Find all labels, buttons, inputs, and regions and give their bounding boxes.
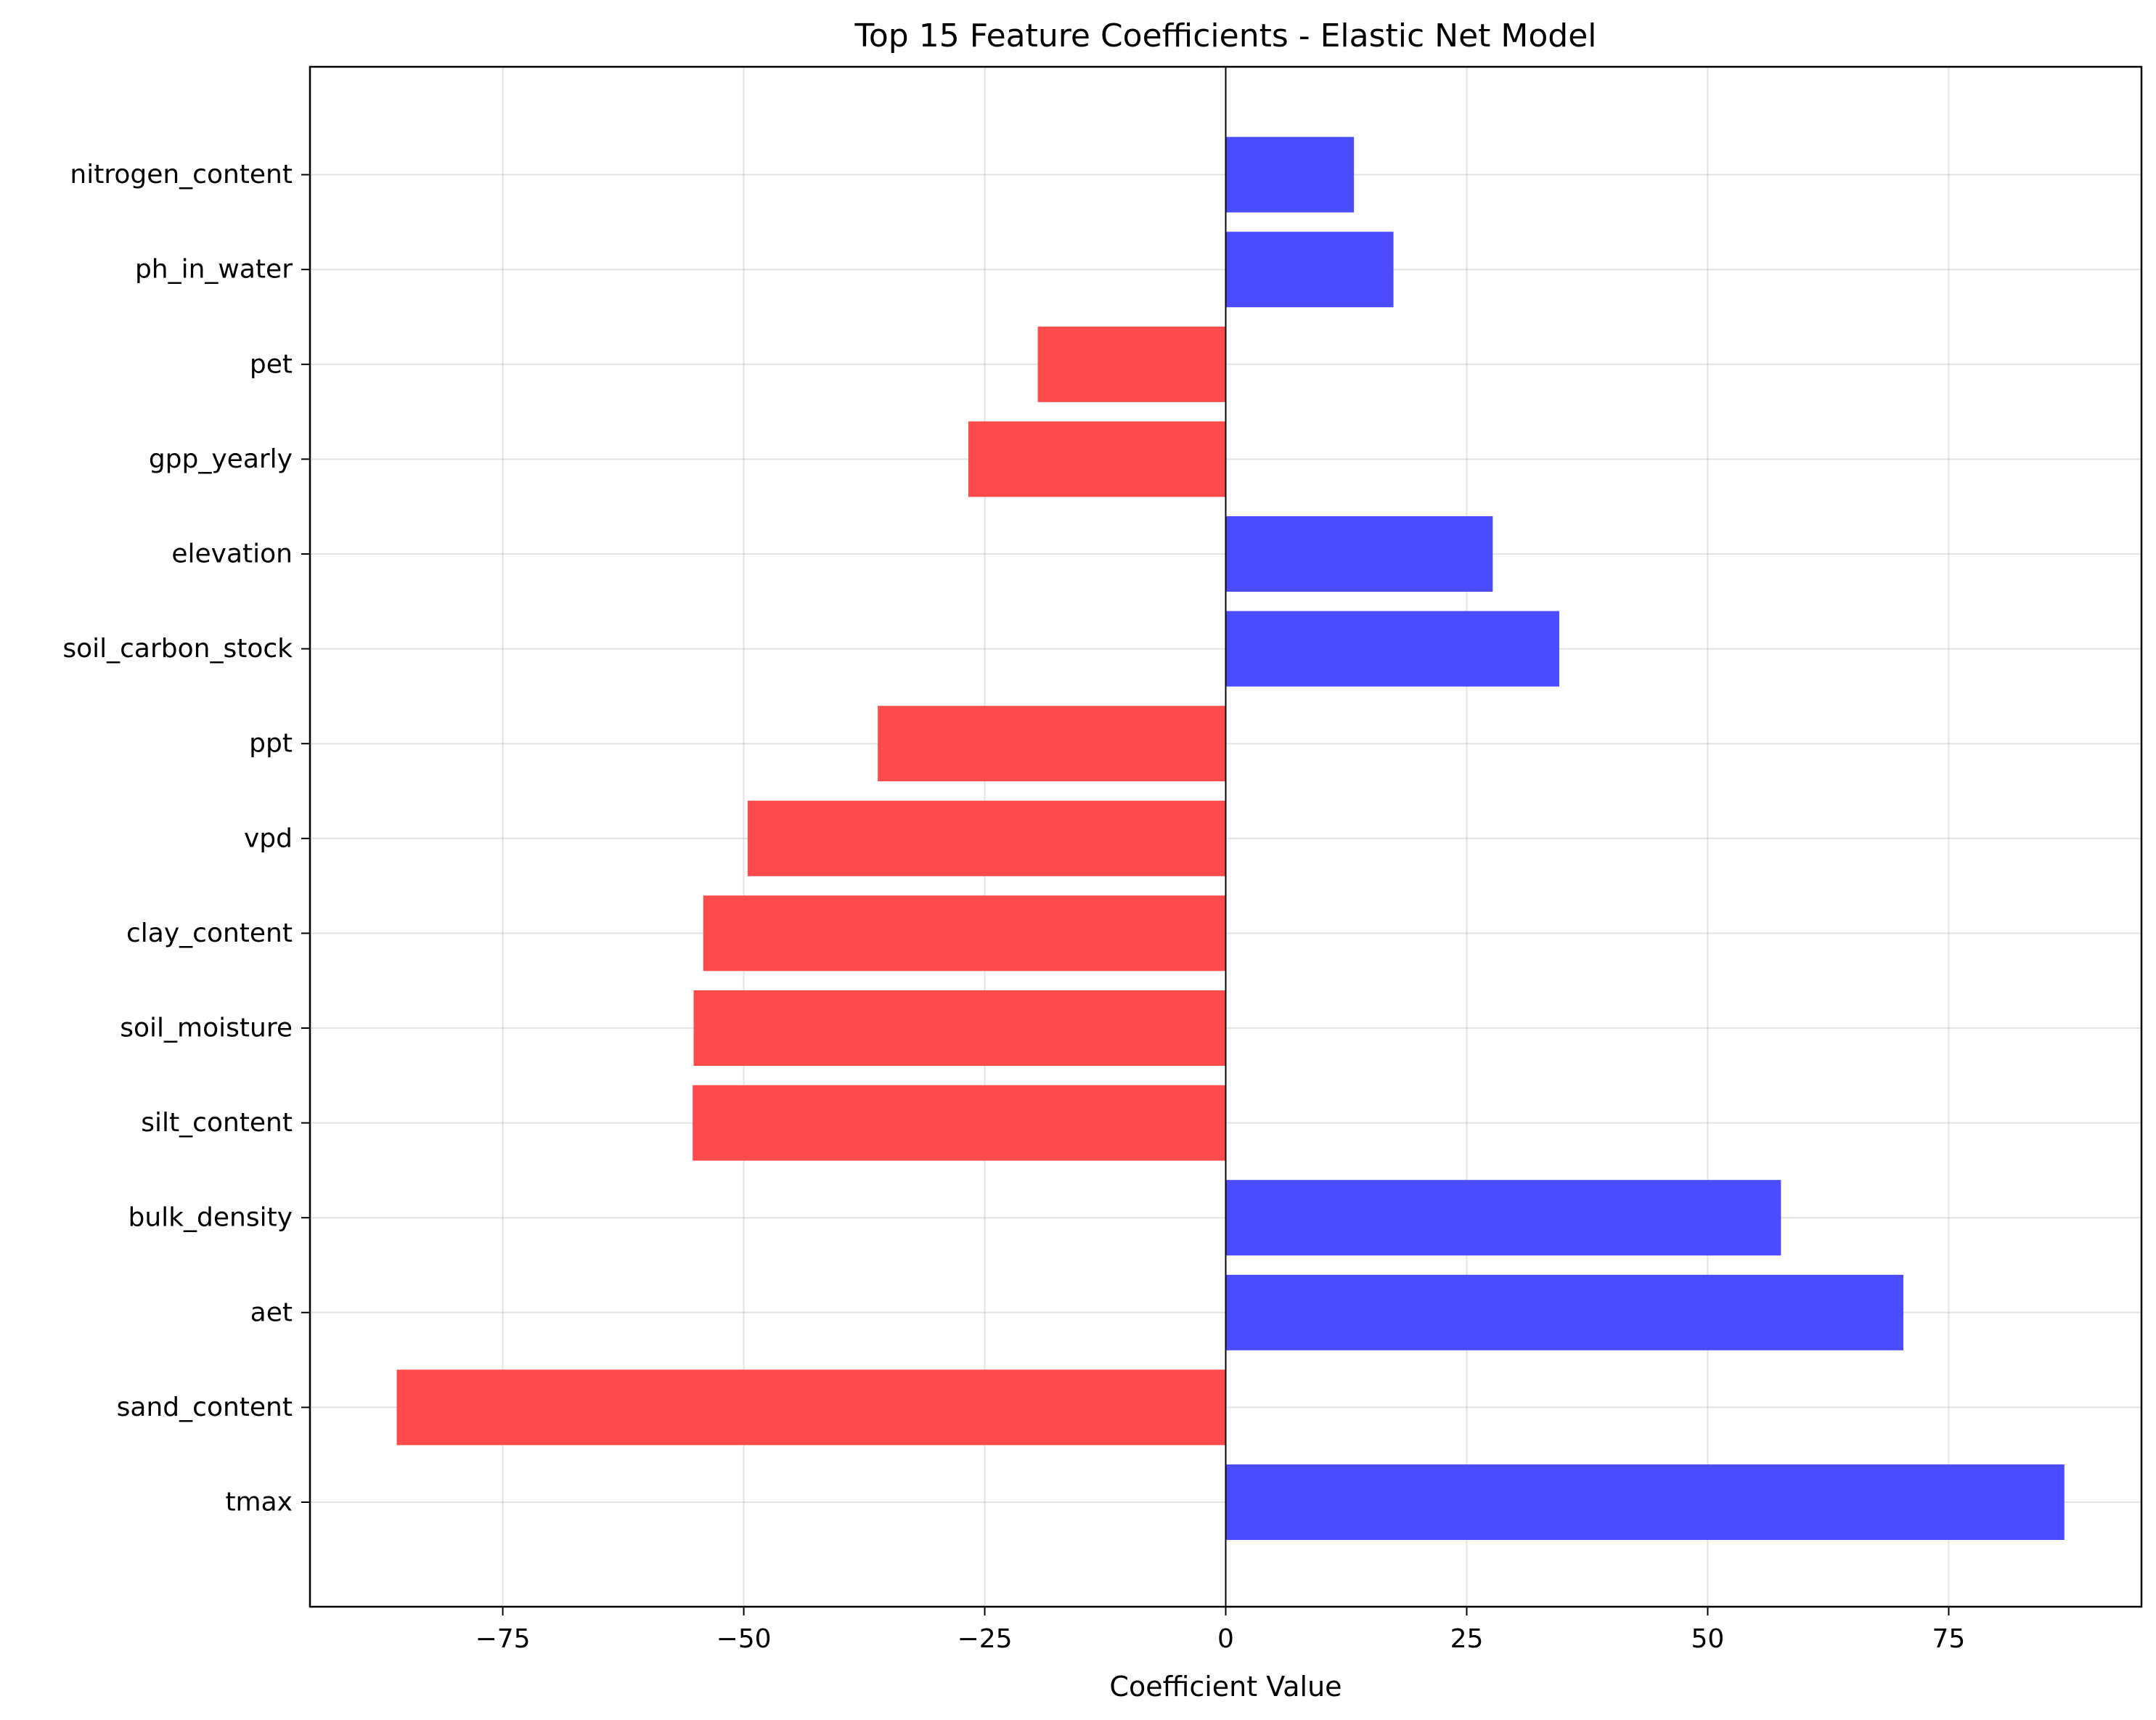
y-tick-label: tmax xyxy=(225,1488,293,1517)
bar-ppt xyxy=(878,706,1225,781)
x-tick-label: 50 xyxy=(1691,1624,1725,1654)
y-tick-label: gpp_yearly xyxy=(149,444,293,474)
y-tick-label: nitrogen_content xyxy=(70,160,293,189)
y-tick-label: bulk_density xyxy=(128,1203,293,1233)
bar-soil-carbon-stock xyxy=(1226,611,1559,687)
x-tick-label: 25 xyxy=(1450,1624,1484,1654)
x-tick-label: −75 xyxy=(475,1624,531,1654)
y-tick-label: vpd xyxy=(244,823,293,853)
y-tick-label: sand_content xyxy=(117,1393,293,1422)
bar-ph-in-water xyxy=(1226,232,1394,307)
y-tick-label: ppt xyxy=(249,729,293,759)
y-tick-label: soil_carbon_stock xyxy=(62,634,293,664)
bar-aet xyxy=(1226,1275,1904,1350)
bar-clay-content xyxy=(703,895,1226,971)
y-tick-label: aet xyxy=(250,1297,293,1327)
bar-silt-content xyxy=(693,1085,1225,1161)
x-axis-label: Coefficient Value xyxy=(1109,1671,1342,1703)
chart-title: Top 15 Feature Coefficients - Elastic Ne… xyxy=(854,17,1596,54)
bar-elevation xyxy=(1226,516,1493,592)
y-tick-label: ph_in_water xyxy=(135,255,293,285)
bar-vpd xyxy=(748,801,1226,876)
y-tick-label: elevation xyxy=(171,539,293,569)
bar-sand-content xyxy=(397,1369,1226,1445)
bar-pet xyxy=(1038,327,1226,402)
bar-soil-moisture xyxy=(694,990,1226,1066)
y-tick-label: pet xyxy=(250,349,293,379)
y-tick-label: clay_content xyxy=(126,918,293,948)
x-tick-label: 0 xyxy=(1217,1624,1234,1654)
bar-tmax xyxy=(1226,1464,2065,1540)
bar-gpp-yearly xyxy=(968,421,1226,497)
x-tick-label: −50 xyxy=(716,1624,772,1654)
x-tick-label: −25 xyxy=(957,1624,1013,1654)
y-tick-label: silt_content xyxy=(141,1108,293,1138)
x-tick-label: 75 xyxy=(1932,1624,1966,1654)
bar-bulk-density xyxy=(1226,1180,1781,1255)
bar-nitrogen-content xyxy=(1226,137,1355,213)
y-tick-label: soil_moisture xyxy=(120,1014,293,1043)
